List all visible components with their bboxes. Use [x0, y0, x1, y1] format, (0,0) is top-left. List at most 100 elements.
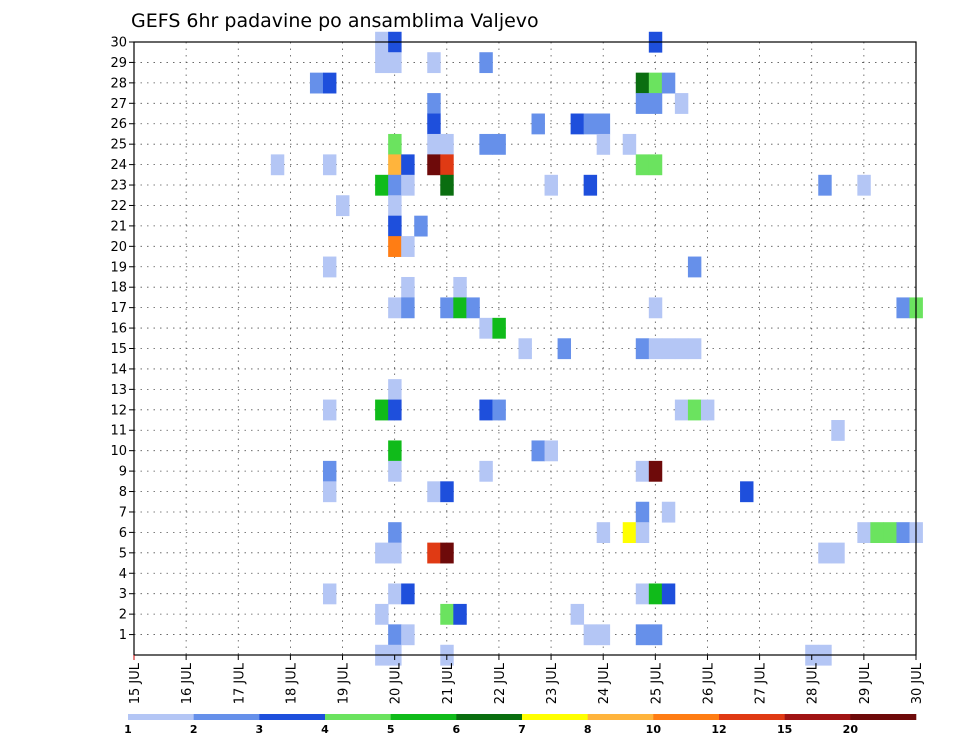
precip-cell [492, 399, 506, 421]
precip-cell [388, 379, 402, 400]
precip-cell [674, 93, 689, 114]
y-tick-label: 14 [110, 362, 127, 377]
colorbar-swatch [784, 714, 851, 720]
x-tick-label: 28 JUL [806, 662, 821, 704]
precip-cell [544, 174, 558, 196]
precip-cell [583, 113, 598, 135]
precip-cell [440, 174, 454, 196]
precip-cell [648, 460, 663, 482]
colorbar-swatch [522, 714, 588, 720]
precip-cell [322, 583, 337, 605]
precip-cell [635, 583, 650, 605]
colorbar-label: 8 [584, 723, 592, 736]
precip-cell [883, 522, 897, 544]
colorbar-label: 1 [124, 723, 132, 736]
precip-cell [479, 399, 493, 421]
y-tick-label: 24 [110, 158, 127, 173]
precip-cell [401, 624, 415, 646]
precip-cell [635, 522, 650, 544]
precip-cell [544, 440, 558, 462]
precip-cell [401, 276, 415, 298]
precip-cell [531, 113, 545, 135]
precip-cell [388, 215, 402, 237]
y-tick-label: 26 [110, 117, 127, 132]
y-tick-label: 5 [119, 546, 127, 561]
precip-cell [427, 154, 441, 176]
precip-cell [635, 460, 650, 482]
colorbar-label: 6 [453, 723, 461, 736]
precip-cell [388, 542, 402, 564]
y-tick-label: 4 [119, 567, 127, 582]
y-tick-label: 17 [110, 301, 127, 316]
y-tick-label: 3 [119, 587, 127, 602]
colorbar-swatch [653, 714, 720, 720]
precip-cell [322, 256, 337, 278]
y-tick-label: 20 [110, 240, 127, 255]
y-tick-label: 2 [119, 608, 127, 623]
precip-cell [896, 522, 910, 544]
x-axis: 15 JUL 16 JUL 17 JUL 18 JUL 19 JUL 20 JUL 21 J… [128, 655, 925, 704]
precip-cell [466, 297, 480, 319]
y-tick-label: 13 [110, 383, 127, 398]
grid-lines [133, 41, 917, 655]
precip-cell [648, 93, 663, 114]
precip-cell [648, 624, 663, 646]
precip-cell [674, 338, 689, 360]
precip-cell [831, 420, 845, 441]
precip-cell [427, 93, 441, 114]
precip-cell [583, 624, 598, 646]
precip-cell [648, 338, 663, 360]
precip-cell [453, 603, 467, 625]
precip-cell [401, 174, 415, 196]
precip-cell [322, 399, 337, 421]
precip-cell [687, 399, 702, 421]
precip-cell [635, 624, 650, 646]
precip-cell [427, 52, 441, 74]
precip-cell [427, 113, 441, 135]
colorbar-label: 2 [190, 723, 198, 736]
x-tick-label: 25 JUL [649, 662, 664, 704]
x-tick-label: 19 JUL [337, 662, 352, 704]
precip-cell [388, 440, 402, 462]
precip-cell [557, 338, 572, 360]
precip-cell [518, 338, 532, 360]
precip-cell [270, 154, 285, 176]
precip-cell [401, 236, 415, 257]
precip-cell [375, 52, 389, 74]
precip-cell [596, 624, 611, 646]
precip-cell [336, 195, 350, 217]
y-tick-label: 10 [110, 444, 127, 459]
precip-cell [635, 501, 650, 523]
colorbar-label: 4 [321, 723, 329, 736]
x-tick-label: 23 JUL [545, 662, 560, 704]
y-tick-label: 25 [110, 138, 127, 153]
y-tick-label: 15 [110, 342, 127, 357]
precip-cell [375, 174, 389, 196]
precip-cell [661, 583, 676, 605]
y-tick-label: 29 [110, 56, 127, 71]
x-tick-label: 21 JUL [441, 662, 456, 704]
precip-cell [661, 501, 676, 523]
precip-cell [661, 72, 676, 94]
colorbar-swatch [325, 714, 391, 720]
precip-cell [427, 542, 441, 564]
precip-cell [375, 542, 389, 564]
precip-cell [388, 399, 402, 421]
precip-cell [635, 93, 650, 114]
precip-cell [440, 481, 454, 503]
precip-cell [740, 481, 754, 503]
precip-cell [492, 317, 506, 339]
y-tick-label: 16 [110, 322, 127, 337]
x-tick-label: 24 JUL [597, 662, 612, 704]
precip-cell [388, 154, 402, 176]
y-tick-label: 9 [119, 465, 127, 480]
x-tick-label: 20 JUL [389, 662, 404, 704]
y-tick-label: 28 [110, 76, 127, 91]
precip-cell [401, 297, 415, 319]
precip-cell [309, 72, 324, 94]
y-tick-label: 22 [110, 199, 127, 214]
precip-cell [388, 236, 402, 257]
precip-cell [440, 133, 454, 155]
precip-cell [635, 338, 650, 360]
precip-cell [479, 133, 493, 155]
